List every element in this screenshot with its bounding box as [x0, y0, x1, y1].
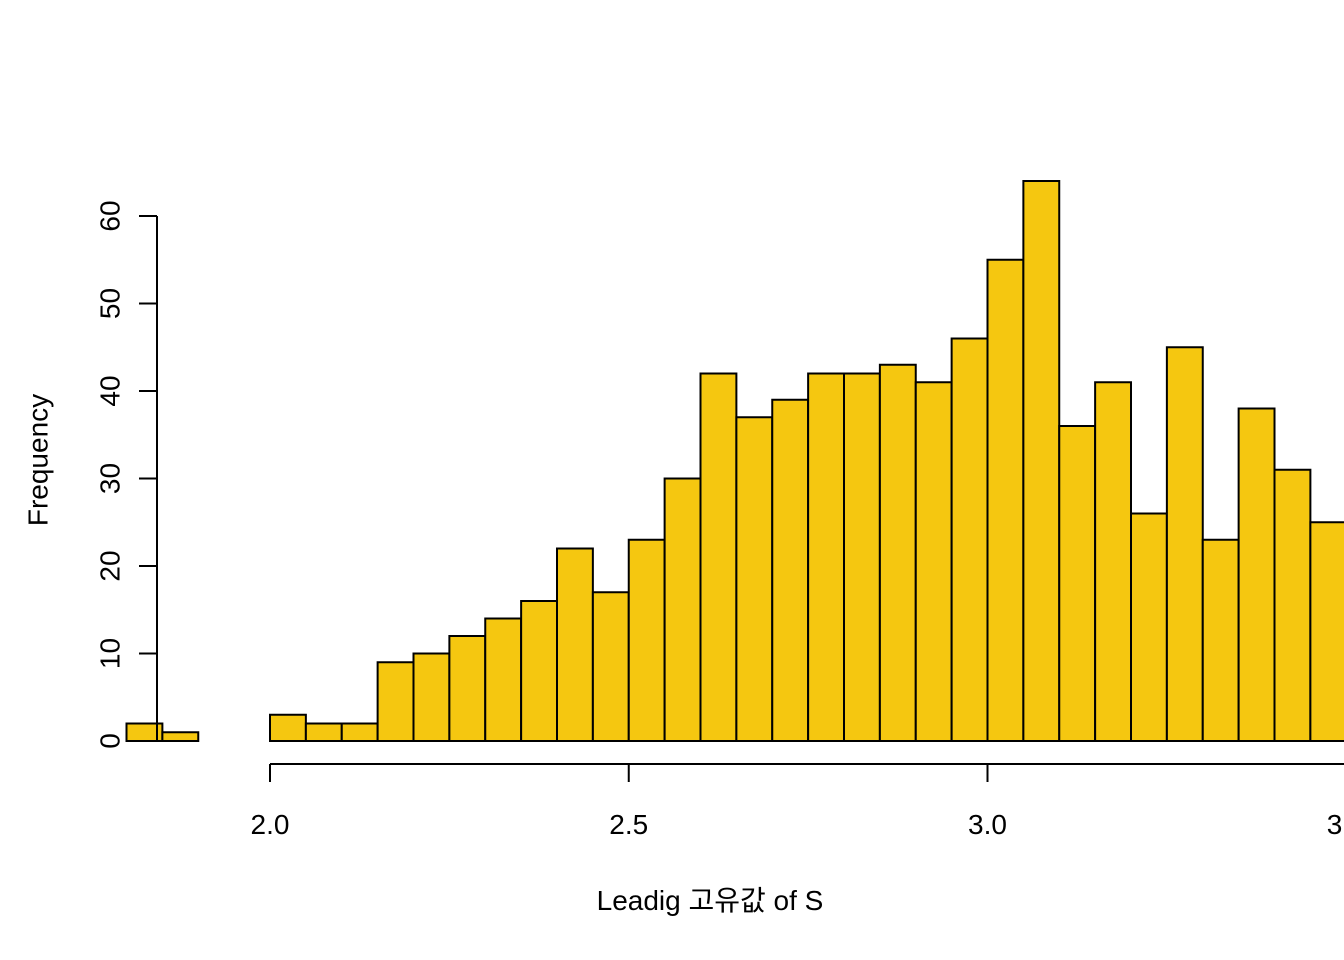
- histogram-bar: [161, 731, 200, 742]
- histogram-bar: [878, 363, 917, 742]
- histogram-bars: [125, 180, 1344, 742]
- histogram-bar: [950, 337, 989, 742]
- histogram-bar: [1022, 180, 1061, 742]
- histogram-bar: [914, 381, 953, 742]
- histogram-bar: [986, 258, 1025, 742]
- histogram-bar: [340, 722, 379, 742]
- histogram-bar: [269, 713, 307, 742]
- y-tick-label: 50: [95, 288, 126, 319]
- x-axis-title: Leadig 고유값 of S: [597, 885, 824, 916]
- histogram-bar: [735, 416, 774, 742]
- histogram-bar: [1058, 425, 1097, 742]
- histogram-bar: [807, 372, 846, 742]
- x-tick-label: 2.5: [609, 809, 648, 840]
- y-tick-label: 10: [95, 638, 126, 669]
- histogram-bar: [591, 591, 630, 742]
- y-tick-label: 40: [95, 375, 126, 406]
- histogram-bar: [1237, 407, 1276, 742]
- histogram-bar: [520, 600, 559, 742]
- y-tick-label: 20: [95, 550, 126, 581]
- y-tick-label: 0: [95, 733, 126, 749]
- histogram-bar: [1309, 521, 1344, 742]
- histogram-bar: [1094, 381, 1133, 742]
- histogram-bar: [556, 547, 594, 742]
- x-tick-label: 3.5: [1327, 809, 1344, 840]
- histogram-bar: [448, 635, 487, 742]
- histogram-bar: [843, 372, 881, 742]
- histogram-bar: [1273, 468, 1312, 742]
- y-axis: 0 10 20 30 40 50 60: [95, 200, 158, 749]
- x-axis: 2.02.53.03.54.04.5: [251, 763, 1344, 840]
- x-tick-label: 3.0: [968, 809, 1007, 840]
- histogram-bar: [376, 661, 415, 742]
- y-axis-title: Frequency: [23, 394, 54, 526]
- histogram-bar: [699, 372, 738, 742]
- histogram-bar: [304, 722, 343, 742]
- histogram-bar: [663, 477, 702, 742]
- y-tick-label: 60: [95, 200, 126, 231]
- x-tick-label: 2.0: [251, 809, 290, 840]
- histogram-bar: [1130, 512, 1168, 742]
- histogram-bar: [627, 538, 666, 742]
- histogram-bar: [484, 617, 523, 742]
- histogram-bar: [1165, 346, 1204, 742]
- histogram-bar: [1201, 538, 1240, 742]
- y-tick-label: 30: [95, 463, 126, 494]
- histogram-bar: [771, 398, 810, 742]
- histogram-bar: [412, 652, 451, 742]
